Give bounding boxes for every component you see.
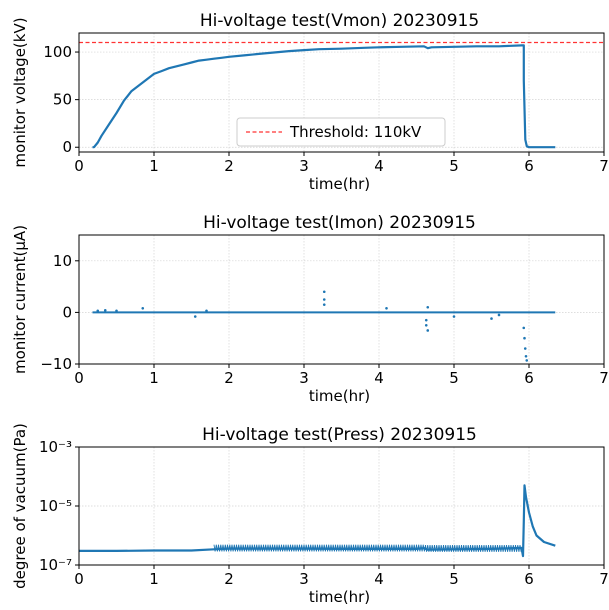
y-axis-label: monitor current(μA)	[11, 225, 29, 374]
data-point	[322, 303, 326, 306]
data-point	[497, 313, 501, 317]
subplot-3: 0 1 2 3 4 5 6 7 10⁻⁷ 10⁻⁵ 10⁻³ Hi-voltage test(Pres…	[11, 423, 609, 606]
y-tick-label: 10⁻³	[39, 438, 72, 456]
x-tick-label: 1	[149, 369, 159, 387]
x-tick-label: 1	[149, 157, 159, 175]
x-tick-label: 3	[299, 157, 309, 175]
data-point	[426, 305, 430, 309]
chart-title: Hi-voltage test(Press) 20230915	[202, 425, 477, 445]
data-point	[322, 298, 326, 301]
data-point	[523, 347, 527, 350]
series-noise	[213, 544, 522, 552]
data-point	[193, 315, 197, 318]
y-tick-label: 10	[53, 252, 72, 270]
y-tick-label: 10⁻⁷	[39, 556, 72, 574]
data-point	[103, 309, 107, 312]
x-tick-label: 4	[374, 369, 384, 387]
legend-box	[236, 117, 446, 147]
data-point	[385, 306, 388, 310]
data-point	[452, 315, 456, 318]
data-point	[523, 336, 526, 340]
x-tick-label: 1	[149, 570, 159, 588]
y-tick-label: −10	[40, 355, 72, 373]
chart-title: Hi-voltage test(Vmon) 20230915	[200, 11, 479, 31]
x-tick-label: 3	[299, 369, 309, 387]
x-tick-label: 2	[224, 570, 234, 588]
x-tick-label: 7	[599, 369, 609, 387]
y-tick-label: 0	[62, 303, 72, 321]
x-tick-label: 7	[599, 570, 609, 588]
y-tick-label: 10⁻⁵	[39, 497, 72, 515]
data-point	[96, 309, 100, 313]
data-point	[426, 329, 430, 332]
data-point	[424, 318, 428, 322]
series-line	[79, 484, 556, 558]
axes-frame	[78, 234, 605, 365]
chart-title: Hi-voltage test(Imon) 20230915	[203, 213, 476, 233]
x-tick-label: 5	[449, 570, 459, 588]
x-tick-label: 5	[449, 157, 459, 175]
y-tick-label: 50	[53, 91, 72, 109]
y-tick-label: 100	[43, 43, 72, 61]
x-tick-label: 6	[524, 157, 534, 175]
data-point	[141, 306, 145, 310]
y-tick-label: 0	[62, 138, 72, 156]
data-point	[205, 309, 208, 313]
x-tick-label: 0	[74, 570, 84, 588]
subplot-1: 0 1 2 3 4 5 6 7 0 50 100 Hi-voltage test(Vmon) 2023…	[11, 11, 609, 193]
x-tick-label: 6	[524, 570, 534, 588]
axes-frame	[78, 32, 605, 153]
series-line	[92, 44, 556, 149]
data-point	[522, 326, 526, 330]
x-tick-label: 4	[374, 157, 384, 175]
data-point	[322, 290, 326, 294]
x-tick-label: 5	[449, 369, 459, 387]
legend-threshold-label: Threshold: 110kV	[289, 123, 422, 141]
x-axis-label: time(hr)	[309, 175, 370, 193]
data-point	[525, 359, 529, 362]
data-point	[424, 324, 428, 327]
x-axis-label: time(hr)	[309, 387, 370, 405]
data-point	[490, 317, 493, 320]
data-point	[115, 309, 118, 313]
y-axis-label: degree of vacuum(Pa)	[11, 423, 29, 589]
x-tick-label: 4	[374, 570, 384, 588]
x-tick-label: 0	[74, 157, 84, 175]
x-tick-label: 6	[524, 369, 534, 387]
x-axis-label: time(hr)	[309, 588, 370, 606]
data-point	[524, 354, 528, 358]
y-axis-label: monitor voltage(kV)	[11, 17, 29, 167]
x-tick-label: 7	[599, 157, 609, 175]
x-tick-label: 2	[224, 369, 234, 387]
legend: Threshold: 110kV	[236, 117, 446, 147]
x-tick-label: 3	[299, 570, 309, 588]
x-tick-label: 0	[74, 369, 84, 387]
x-tick-label: 2	[224, 157, 234, 175]
